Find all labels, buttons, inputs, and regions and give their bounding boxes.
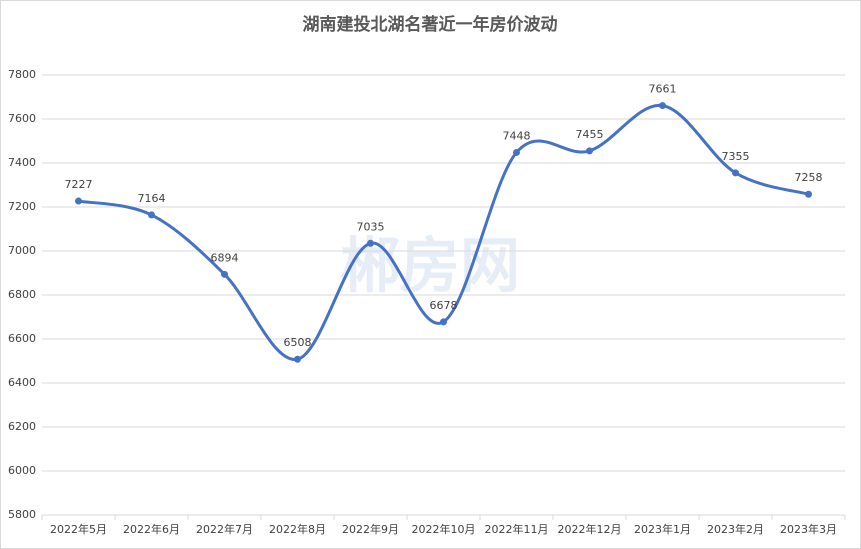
x-tick-label: 2023年3月 (780, 522, 837, 536)
data-label: 6894 (211, 251, 239, 264)
y-tick-label: 7800 (8, 68, 36, 81)
data-point (805, 190, 812, 198)
data-point (148, 211, 155, 219)
data-label: 6508 (284, 336, 312, 349)
x-tick-label: 2022年8月 (269, 522, 326, 536)
data-point (75, 197, 82, 205)
watermark: 郴房网 (340, 232, 520, 302)
x-tick-label: 2022年6月 (123, 522, 180, 536)
y-tick-label: 7000 (8, 244, 36, 257)
data-point (586, 147, 593, 155)
data-point (732, 169, 739, 177)
x-tick-label: 2023年2月 (707, 522, 764, 536)
y-tick-label: 6200 (8, 420, 36, 433)
y-tick-label: 6400 (8, 376, 36, 389)
data-label: 7258 (795, 171, 823, 184)
data-label: 7661 (649, 83, 677, 96)
y-tick-label: 6000 (8, 464, 36, 477)
y-tick-label: 7400 (8, 156, 36, 169)
data-point (659, 102, 666, 110)
y-tick-label: 6600 (8, 332, 36, 345)
x-tick-label: 2022年7月 (196, 522, 253, 536)
data-point (221, 270, 228, 278)
x-tick-label: 2022年5月 (50, 522, 107, 536)
y-tick-label: 7600 (8, 112, 36, 125)
data-label: 7448 (503, 129, 531, 142)
data-point (440, 318, 447, 326)
data-point (513, 148, 520, 156)
data-point (294, 355, 301, 363)
y-tick-label: 7200 (8, 200, 36, 213)
data-label: 7355 (722, 150, 750, 163)
y-tick-label: 6800 (8, 288, 36, 301)
data-label: 6678 (430, 299, 458, 312)
x-tick-label: 2022年10月 (412, 522, 476, 536)
data-label: 7455 (576, 128, 604, 141)
data-point (367, 239, 374, 247)
x-tick-label: 2022年9月 (342, 522, 399, 536)
x-tick-label: 2022年11月 (485, 522, 549, 536)
chart-title: 湖南建投北湖名著近一年房价波动 (303, 14, 558, 35)
y-tick-label: 5800 (8, 508, 36, 521)
data-label: 7164 (138, 192, 166, 205)
data-label: 7035 (357, 220, 385, 233)
x-tick-label: 2023年1月 (634, 522, 691, 536)
x-tick-label: 2022年12月 (558, 522, 622, 536)
data-label: 7227 (65, 178, 93, 191)
